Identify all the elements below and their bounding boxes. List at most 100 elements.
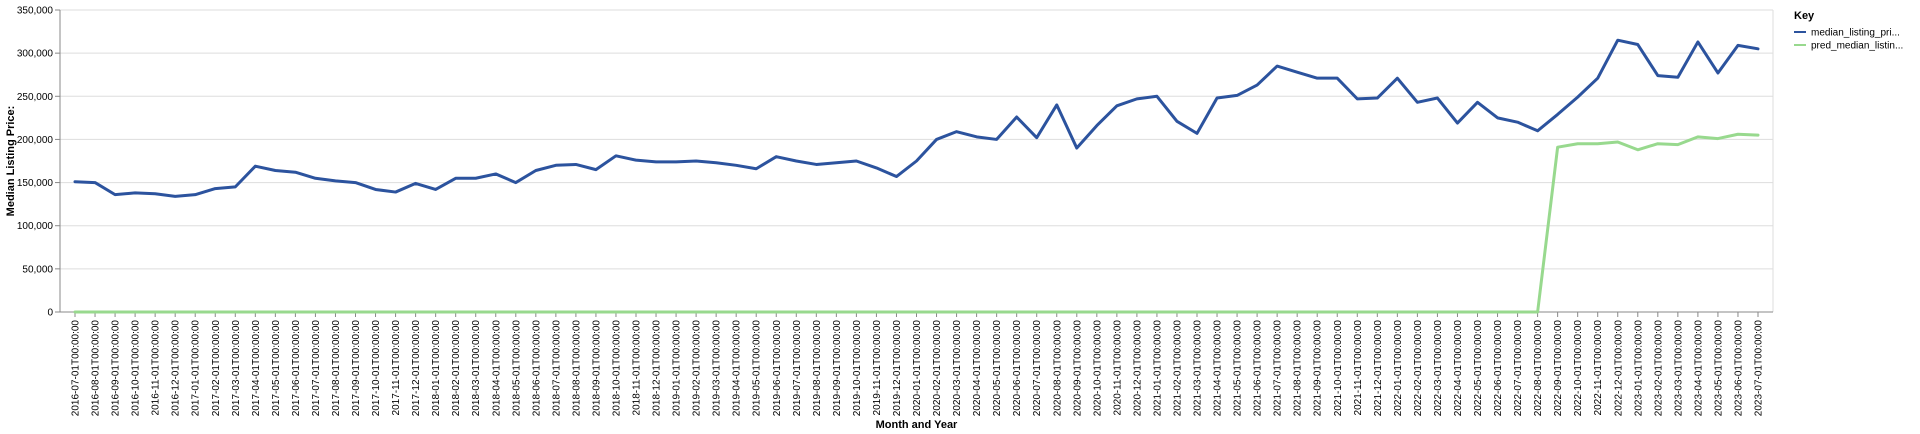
series-line-2: [73, 132, 1760, 314]
x-tick-label: 2018-01-01T00:00:00: [431, 320, 442, 417]
legend: Key median_listing_pri... pred_median_lis…: [1794, 10, 1903, 52]
x-tick-label: 2017-07-01T00:00:00: [311, 320, 322, 417]
y-axis: 0 50,000 100,000 150,000 200,000 250,000 300,0…: [17, 6, 61, 319]
x-tick-label: 2017-08-01T00:00:00: [331, 320, 342, 417]
x-tick-label: 2021-12-01T00:00:00: [1373, 320, 1384, 417]
y-tick-label: 150,000: [17, 178, 54, 189]
x-tick-label: 2022-03-01T00:00:00: [1433, 320, 1444, 417]
x-tick-label: 2021-08-01T00:00:00: [1293, 320, 1304, 417]
y-axis-title: Median Listing Price:: [5, 106, 17, 217]
x-tick-label: 2022-05-01T00:00:00: [1473, 320, 1484, 417]
x-tick-label: 2017-12-01T00:00:00: [411, 320, 422, 417]
y-tick-label: 200,000: [17, 135, 54, 146]
x-tick-label: 2019-03-01T00:00:00: [712, 320, 723, 417]
x-tick-label: 2020-09-01T00:00:00: [1072, 320, 1083, 417]
x-tick-label: 2019-02-01T00:00:00: [692, 320, 703, 417]
x-tick-label: 2016-10-01T00:00:00: [131, 320, 142, 417]
x-tick-label: 2019-08-01T00:00:00: [812, 320, 823, 417]
x-tick-label: 2023-03-01T00:00:00: [1673, 320, 1684, 417]
x-tick-label: 2023-04-01T00:00:00: [1693, 320, 1704, 417]
x-tick-label: 2022-06-01T00:00:00: [1493, 320, 1504, 417]
x-tick-label: 2020-06-01T00:00:00: [1012, 320, 1023, 417]
x-tick-label: 2019-01-01T00:00:00: [672, 320, 683, 417]
x-tick-label: 2017-03-01T00:00:00: [231, 320, 242, 417]
x-tick-label: 2017-10-01T00:00:00: [371, 320, 382, 417]
x-tick-label: 2018-04-01T00:00:00: [491, 320, 502, 417]
x-tick-label: 2017-01-01T00:00:00: [191, 320, 202, 417]
x-tick-label: 2020-08-01T00:00:00: [1052, 320, 1063, 417]
x-tick-label: 2018-12-01T00:00:00: [652, 320, 663, 417]
y-tick-label: 0: [47, 308, 53, 319]
x-tick-label: 2018-02-01T00:00:00: [451, 320, 462, 417]
x-tick-label: 2017-02-01T00:00:00: [211, 320, 222, 417]
x-tick-label: 2016-12-01T00:00:00: [171, 320, 182, 417]
x-tick-label: 2017-06-01T00:00:00: [291, 320, 302, 417]
x-tick-label: 2021-07-01T00:00:00: [1273, 320, 1284, 417]
x-tick-label: 2021-11-01T00:00:00: [1353, 320, 1364, 416]
x-tick-label: 2022-11-01T00:00:00: [1593, 320, 1604, 416]
x-tick-label: 2019-12-01T00:00:00: [892, 320, 903, 417]
legend-label: pred_median_listin...: [1811, 41, 1903, 52]
x-tick-label: 2017-11-01T00:00:00: [391, 320, 402, 416]
x-tick-label: 2023-02-01T00:00:00: [1653, 320, 1664, 417]
x-tick-label: 2016-07-01T00:00:00: [71, 320, 82, 417]
x-tick-label: 2021-03-01T00:00:00: [1193, 320, 1204, 417]
x-tick-label: 2016-11-01T00:00:00: [151, 320, 162, 416]
y-tick-label: 350,000: [17, 6, 54, 17]
y-tick-label: 300,000: [17, 49, 54, 60]
y-tick-label: 100,000: [17, 221, 54, 232]
legend-title: Key: [1794, 10, 1815, 22]
series-line-1: [73, 38, 1760, 198]
x-tick-label: 2020-01-01T00:00:00: [912, 320, 923, 417]
x-tick-label: 2020-11-01T00:00:00: [1112, 320, 1123, 416]
x-tick-label: 2020-10-01T00:00:00: [1092, 320, 1103, 417]
x-tick-label: 2017-05-01T00:00:00: [271, 320, 282, 417]
x-axis: 2016-07-01T00:00:00 2016-08-01T00:00:00 20…: [60, 311, 1773, 417]
x-tick-label: 2021-06-01T00:00:00: [1253, 320, 1264, 417]
x-tick-label: 2018-05-01T00:00:00: [511, 320, 522, 417]
x-tick-label: 2018-11-01T00:00:00: [632, 320, 643, 416]
x-tick-label: 2022-08-01T00:00:00: [1533, 320, 1544, 417]
legend-label: median_listing_pri...: [1811, 28, 1900, 39]
y-tick-label: 50,000: [22, 264, 53, 275]
x-tick-label: 2023-01-01T00:00:00: [1633, 320, 1644, 417]
x-tick-label: 2020-03-01T00:00:00: [952, 320, 963, 417]
x-tick-label: 2018-10-01T00:00:00: [611, 320, 622, 417]
x-tick-label: 2017-09-01T00:00:00: [351, 320, 362, 417]
x-tick-label: 2021-09-01T00:00:00: [1313, 320, 1324, 417]
x-tick-label: 2019-09-01T00:00:00: [832, 320, 843, 417]
x-tick-label: 2019-06-01T00:00:00: [772, 320, 783, 417]
x-tick-label: 2020-04-01T00:00:00: [972, 320, 983, 417]
x-tick-label: 2022-12-01T00:00:00: [1613, 320, 1624, 417]
x-tick-label: 2019-07-01T00:00:00: [792, 320, 803, 417]
x-tick-label: 2019-11-01T00:00:00: [872, 320, 883, 416]
x-tick-label: 2023-07-01T00:00:00: [1754, 320, 1765, 417]
x-tick-label: 2018-03-01T00:00:00: [471, 320, 482, 417]
x-tick-label: 2019-04-01T00:00:00: [732, 320, 743, 417]
x-tick-label: 2021-04-01T00:00:00: [1213, 320, 1224, 417]
x-axis-title: Month and Year: [876, 419, 958, 431]
x-tick-label: 2022-10-01T00:00:00: [1573, 320, 1584, 417]
x-tick-label: 2021-01-01T00:00:00: [1152, 320, 1163, 417]
x-tick-label: 2018-07-01T00:00:00: [551, 320, 562, 417]
x-tick-label: 2016-08-01T00:00:00: [91, 320, 102, 417]
x-tick-label: 2017-04-01T00:00:00: [251, 320, 262, 417]
x-tick-label: 2019-05-01T00:00:00: [752, 320, 763, 417]
x-tick-label: 2023-06-01T00:00:00: [1733, 320, 1744, 417]
x-tick-label: 2022-04-01T00:00:00: [1453, 320, 1464, 417]
x-tick-label: 2018-06-01T00:00:00: [531, 320, 542, 417]
x-tick-label: 2022-07-01T00:00:00: [1513, 320, 1524, 417]
x-tick-label: 2018-08-01T00:00:00: [571, 320, 582, 417]
series-lines: [73, 38, 1760, 314]
x-tick-label: 2020-07-01T00:00:00: [1032, 320, 1043, 417]
x-tick-label: 2021-02-01T00:00:00: [1172, 320, 1183, 417]
x-tick-label: 2016-09-01T00:00:00: [111, 320, 122, 417]
x-tick-label: 2019-10-01T00:00:00: [852, 320, 863, 417]
x-tick-label: 2022-01-01T00:00:00: [1393, 320, 1404, 417]
x-tick-label: 2022-09-01T00:00:00: [1553, 320, 1564, 417]
x-tick-label: 2023-05-01T00:00:00: [1713, 320, 1724, 417]
x-tick-label: 2020-02-01T00:00:00: [932, 320, 943, 417]
y-tick-label: 250,000: [17, 92, 54, 103]
x-tick-label: 2022-02-01T00:00:00: [1413, 320, 1424, 417]
